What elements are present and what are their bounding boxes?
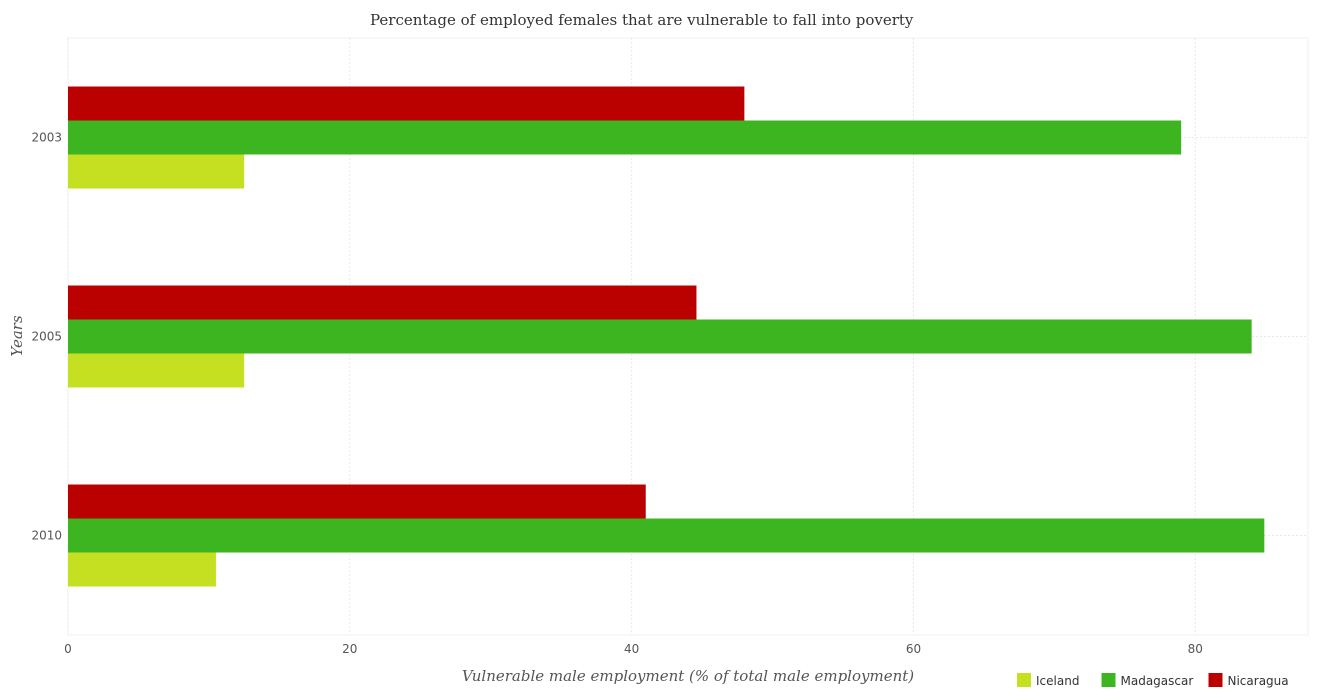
- legend-swatch-iceland: [1017, 673, 1031, 687]
- x-axis-label: Vulnerable male employment (% of total m…: [462, 667, 914, 685]
- bar-iceland-2005: [68, 353, 245, 388]
- bar-iceland-2010: [68, 552, 216, 587]
- legend-swatch-nicaragua: [1208, 673, 1223, 687]
- bar-iceland-2003: [68, 154, 245, 189]
- bar-nicaragua-2010: [68, 484, 646, 519]
- x-tick-label: 20: [342, 642, 357, 656]
- x-tick-label: 60: [906, 642, 921, 656]
- bar-madagascar-2010: [68, 518, 1265, 553]
- chart-title: Percentage of employed females that are …: [370, 11, 914, 29]
- legend-label-iceland: Iceland: [1036, 674, 1079, 688]
- bar-madagascar-2003: [68, 120, 1182, 155]
- y-tick-label: 2003: [31, 131, 62, 145]
- bar-nicaragua-2005: [68, 285, 697, 320]
- x-tick-label: 0: [64, 642, 72, 656]
- bar-madagascar-2005: [68, 319, 1252, 354]
- legend-label-madagascar: Madagascar: [1121, 674, 1194, 688]
- x-tick-label: 80: [1188, 642, 1203, 656]
- legend-label-nicaragua: Nicaragua: [1228, 674, 1289, 688]
- y-axis-label: Years: [8, 315, 26, 357]
- legend: Iceland Madagascar Nicaragua: [1017, 673, 1289, 688]
- y-tick-label: 2005: [31, 330, 62, 344]
- bars: [68, 86, 1265, 587]
- x-tick-labels: 0 20 40 60 80: [64, 642, 1203, 656]
- y-tick-label: 2010: [31, 529, 62, 543]
- x-tick-label: 40: [624, 642, 639, 656]
- legend-swatch-madagascar: [1101, 673, 1116, 687]
- bar-nicaragua-2003: [68, 86, 745, 121]
- y-tick-labels: 2003 2005 2010: [31, 131, 62, 543]
